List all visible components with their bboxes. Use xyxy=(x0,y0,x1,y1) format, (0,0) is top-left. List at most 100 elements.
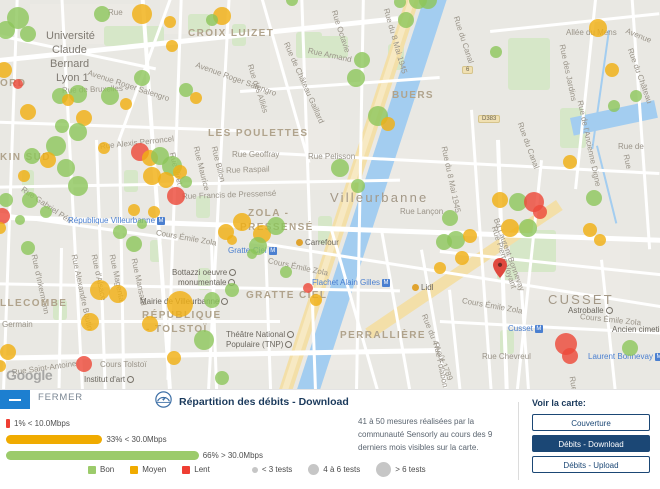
map-canvas[interactable]: Rue de Bruxelles Avenue Roger Salengro Ave… xyxy=(0,0,660,389)
close-panel-button[interactable] xyxy=(0,390,30,409)
measurement-blob[interactable] xyxy=(630,90,642,102)
measurement-blob[interactable] xyxy=(179,83,193,97)
measurement-blob[interactable] xyxy=(280,266,292,278)
measurement-blob[interactable] xyxy=(158,172,174,188)
measurement-blob[interactable] xyxy=(354,52,370,68)
measurement-blob[interactable] xyxy=(509,193,527,211)
measurement-blob[interactable] xyxy=(562,348,578,364)
measurement-blob[interactable] xyxy=(94,6,110,22)
measurement-blob[interactable] xyxy=(134,70,150,86)
measurement-blob[interactable] xyxy=(247,249,257,259)
measurement-blob[interactable] xyxy=(55,119,69,133)
measurement-blob[interactable] xyxy=(533,205,547,219)
measurement-blob[interactable] xyxy=(126,236,142,252)
measurement-blob[interactable] xyxy=(398,12,414,28)
measurement-blob[interactable] xyxy=(351,179,365,193)
measurement-blob[interactable] xyxy=(90,280,110,300)
measurement-blob[interactable] xyxy=(286,0,298,6)
measurement-blob[interactable] xyxy=(490,46,502,58)
measurement-blob[interactable] xyxy=(447,231,465,249)
measurement-blob[interactable] xyxy=(98,142,110,154)
measurement-blob[interactable] xyxy=(137,219,147,229)
measurement-blob[interactable] xyxy=(194,330,214,350)
measurement-blob[interactable] xyxy=(15,215,25,225)
measurement-blob[interactable] xyxy=(190,92,202,104)
measurement-blob[interactable] xyxy=(0,208,10,224)
measurement-blob[interactable] xyxy=(455,251,469,265)
measurement-blob[interactable] xyxy=(164,16,176,28)
measurement-blob[interactable] xyxy=(594,234,606,246)
measurement-blob[interactable] xyxy=(347,69,365,87)
measurement-blob[interactable] xyxy=(608,100,620,112)
measurement-blob[interactable] xyxy=(605,63,619,77)
measurement-blob[interactable] xyxy=(68,176,88,196)
measurement-blob[interactable] xyxy=(46,136,66,156)
measurement-blob[interactable] xyxy=(519,219,537,237)
measurement-blob[interactable] xyxy=(24,148,40,164)
measurement-blob[interactable] xyxy=(20,26,36,42)
measurement-blob[interactable] xyxy=(227,235,237,245)
view-mode-button[interactable]: Couverture xyxy=(532,414,650,431)
measurement-blob[interactable] xyxy=(167,351,181,365)
measurement-blob[interactable] xyxy=(331,159,349,177)
measurement-blob[interactable] xyxy=(419,0,437,9)
measurement-blob[interactable] xyxy=(0,344,16,360)
measurement-blob[interactable] xyxy=(492,192,508,208)
measurement-blob[interactable] xyxy=(0,360,6,372)
measurement-blob[interactable] xyxy=(76,110,92,126)
measurement-blob[interactable] xyxy=(442,210,458,226)
measurement-blob[interactable] xyxy=(589,19,607,37)
measurement-blob[interactable] xyxy=(225,283,239,297)
measurement-blob[interactable] xyxy=(40,152,56,168)
measurement-blob[interactable] xyxy=(394,0,406,8)
measurement-blob[interactable] xyxy=(21,241,35,255)
measurement-blob[interactable] xyxy=(101,87,119,105)
selected-location-marker[interactable] xyxy=(493,258,507,278)
measurement-blob[interactable] xyxy=(303,283,313,293)
measurement-blob[interactable] xyxy=(381,117,395,131)
measurement-blob[interactable] xyxy=(22,192,38,208)
measurement-blob[interactable] xyxy=(206,14,218,26)
measurement-blob[interactable] xyxy=(142,316,158,332)
measurement-blob[interactable] xyxy=(166,40,178,52)
measurement-blob[interactable] xyxy=(586,190,602,206)
measurement-blob[interactable] xyxy=(76,356,92,372)
measurement-blob[interactable] xyxy=(143,167,161,185)
measurement-blob[interactable] xyxy=(173,165,187,179)
measurement-blob[interactable] xyxy=(501,219,519,237)
measurement-blob[interactable] xyxy=(409,0,427,9)
measurement-blob[interactable] xyxy=(233,213,251,231)
view-mode-button[interactable]: Débits - Upload xyxy=(532,456,650,473)
measurement-blob[interactable] xyxy=(13,79,23,89)
measurement-blob[interactable] xyxy=(563,155,577,169)
measurement-blob[interactable] xyxy=(463,229,477,243)
measurement-blob[interactable] xyxy=(310,294,322,306)
measurement-blob[interactable] xyxy=(622,340,638,356)
measurement-blob[interactable] xyxy=(0,193,13,207)
measurement-blob[interactable] xyxy=(81,313,99,331)
measurement-blob[interactable] xyxy=(69,123,87,141)
view-mode-button[interactable]: Débits - Download xyxy=(532,435,650,452)
measurement-blob[interactable] xyxy=(109,285,127,303)
measurement-blob[interactable] xyxy=(434,262,446,274)
measurement-blob[interactable] xyxy=(583,223,597,237)
measurement-blob[interactable] xyxy=(120,98,132,110)
measurement-blob[interactable] xyxy=(128,204,140,216)
measurement-blob[interactable] xyxy=(0,222,6,234)
measurement-blob[interactable] xyxy=(180,176,192,188)
measurement-blob[interactable] xyxy=(132,4,152,24)
measurement-blob[interactable] xyxy=(167,291,193,317)
measurement-blob[interactable] xyxy=(40,206,52,218)
measurement-blob[interactable] xyxy=(20,104,36,120)
measurement-blob[interactable] xyxy=(148,206,160,218)
measurement-blob[interactable] xyxy=(204,292,220,308)
measurement-blob[interactable] xyxy=(113,225,127,239)
measurement-blob[interactable] xyxy=(57,159,75,177)
measurement-blob[interactable] xyxy=(167,187,185,205)
measurement-blob[interactable] xyxy=(215,371,229,385)
measurement-blob[interactable] xyxy=(0,62,12,78)
measurement-blob[interactable] xyxy=(18,170,30,182)
measurement-blob[interactable] xyxy=(0,21,15,39)
measurement-blob[interactable] xyxy=(267,217,285,235)
measurement-blob[interactable] xyxy=(62,94,74,106)
